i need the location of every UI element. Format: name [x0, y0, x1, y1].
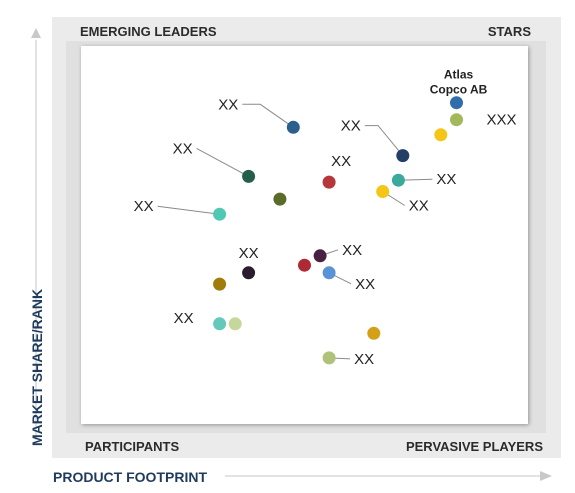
leader-line — [196, 147, 249, 177]
plot-area — [81, 46, 528, 424]
data-point — [367, 326, 381, 340]
x-axis-arrow-icon — [540, 471, 552, 481]
point-label: XX — [342, 242, 362, 259]
data-point — [322, 175, 336, 189]
data-point — [313, 249, 327, 263]
data-point — [298, 258, 311, 272]
data-point — [242, 169, 256, 183]
data-point — [213, 317, 227, 331]
leader-line — [157, 205, 220, 215]
data-point — [228, 317, 242, 331]
data-point — [396, 149, 410, 163]
data-point — [286, 120, 300, 134]
point-label: XX — [436, 171, 456, 188]
data-point — [434, 128, 448, 142]
y-axis-arrow-icon — [31, 28, 41, 38]
quadrant-label-participants: PARTICIPANTS — [85, 439, 179, 454]
x-axis-label: PRODUCT FOOTPRINT — [53, 469, 207, 485]
data-point — [242, 266, 256, 280]
data-point — [450, 96, 463, 110]
point-label-company: Copco AB — [430, 83, 488, 97]
data-point — [322, 351, 336, 365]
quadrant-label-pervasive-players: PERVASIVE PLAYERS — [406, 439, 543, 454]
data-points — [213, 96, 463, 365]
point-label: XX — [173, 140, 193, 157]
y-axis-label: MARKET SHARE/RANK — [29, 289, 45, 446]
leader-line — [242, 103, 294, 128]
point-label: XX — [134, 198, 154, 215]
data-point — [273, 192, 287, 206]
data-point — [213, 207, 227, 221]
quadrant-label-emerging-leaders: EMERGING LEADERS — [80, 24, 217, 39]
leader-lines — [157, 103, 433, 360]
point-label-company: Atlas — [444, 68, 474, 82]
quadrant-label-stars: STARS — [488, 24, 531, 39]
point-label: XX — [409, 198, 429, 215]
point-label: XX — [331, 153, 351, 170]
data-point — [322, 266, 336, 280]
data-point — [391, 173, 405, 187]
point-label: XX — [341, 118, 361, 135]
data-point — [376, 185, 390, 198]
point-label: XX — [354, 351, 374, 368]
data-point — [450, 113, 463, 127]
point-label: XX — [239, 245, 259, 262]
point-label: XX — [174, 310, 194, 327]
point-label: XX — [218, 96, 238, 113]
point-label: XXX — [487, 112, 517, 129]
leader-line — [364, 125, 404, 156]
point-label: XX — [355, 276, 375, 293]
data-point — [213, 277, 227, 291]
